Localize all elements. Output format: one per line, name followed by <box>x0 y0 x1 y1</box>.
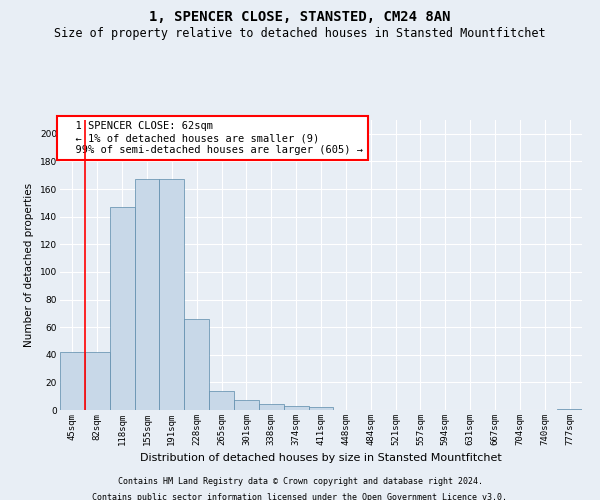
Text: Contains public sector information licensed under the Open Government Licence v3: Contains public sector information licen… <box>92 492 508 500</box>
Bar <box>134 180 160 410</box>
X-axis label: Distribution of detached houses by size in Stansted Mountfitchet: Distribution of detached houses by size … <box>140 454 502 464</box>
Bar <box>284 406 308 410</box>
Text: 1 SPENCER CLOSE: 62sqm
  ← 1% of detached houses are smaller (9)
  99% of semi-d: 1 SPENCER CLOSE: 62sqm ← 1% of detached … <box>62 122 362 154</box>
Bar <box>60 352 85 410</box>
Bar <box>308 407 334 410</box>
Bar <box>209 390 234 410</box>
Text: 1, SPENCER CLOSE, STANSTED, CM24 8AN: 1, SPENCER CLOSE, STANSTED, CM24 8AN <box>149 10 451 24</box>
Bar <box>184 319 209 410</box>
Bar <box>110 207 134 410</box>
Bar <box>557 408 582 410</box>
Bar <box>85 352 110 410</box>
Bar <box>259 404 284 410</box>
Bar <box>234 400 259 410</box>
Text: Size of property relative to detached houses in Stansted Mountfitchet: Size of property relative to detached ho… <box>54 28 546 40</box>
Text: Contains HM Land Registry data © Crown copyright and database right 2024.: Contains HM Land Registry data © Crown c… <box>118 478 482 486</box>
Y-axis label: Number of detached properties: Number of detached properties <box>25 183 34 347</box>
Bar <box>160 180 184 410</box>
